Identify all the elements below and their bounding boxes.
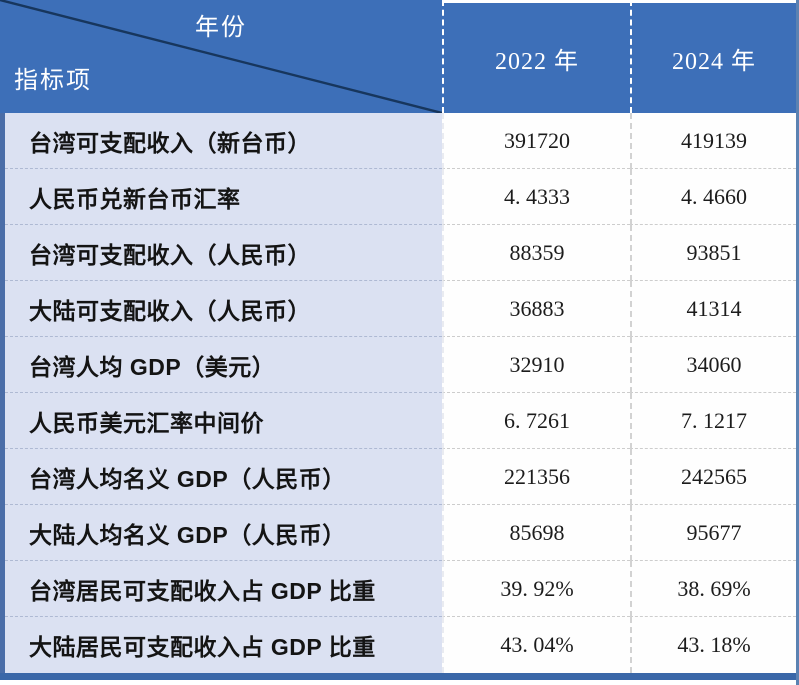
table-row: 台湾人均名义 GDP（人民币） 221356 242565 [5, 449, 796, 505]
table-row: 大陆人均名义 GDP（人民币） 85698 95677 [5, 505, 796, 561]
column-header-2022: 2022 年 [442, 0, 630, 113]
value-2022: 221356 [442, 449, 630, 505]
value-2024: 38. 69% [630, 561, 796, 617]
value-2024: 242565 [630, 449, 796, 505]
value-2022: 6. 7261 [442, 393, 630, 449]
value-2024: 43. 18% [630, 617, 796, 673]
value-2024: 93851 [630, 225, 796, 281]
table-row: 台湾可支配收入（人民币） 88359 93851 [5, 225, 796, 281]
value-2022: 32910 [442, 337, 630, 393]
table-row: 大陆居民可支配收入占 GDP 比重 43. 04% 43. 18% [5, 617, 796, 673]
row-label: 人民币兑新台币汇率 [5, 169, 442, 225]
row-label: 台湾可支配收入（人民币） [5, 225, 442, 281]
value-2024: 4. 4660 [630, 169, 796, 225]
value-2022: 4. 4333 [442, 169, 630, 225]
corner-indicator-label: 指标项 [14, 68, 92, 94]
row-label: 大陆居民可支配收入占 GDP 比重 [5, 617, 442, 673]
row-label: 人民币美元汇率中间价 [5, 393, 442, 449]
table-body: 台湾可支配收入（新台币） 391720 419139 人民币兑新台币汇率 4. … [0, 113, 796, 673]
column-header-2024: 2024 年 [630, 0, 796, 113]
value-2022: 43. 04% [442, 617, 630, 673]
bottom-border-strip [0, 673, 796, 680]
diagonal-corner-cell: 年份 指标项 [0, 0, 442, 113]
table-header-row: 年份 指标项 2022 年 2024 年 [0, 0, 796, 113]
diagonal-divider-line [0, 0, 442, 113]
row-label: 台湾人均 GDP（美元） [5, 337, 442, 393]
table-row: 台湾人均 GDP（美元） 32910 34060 [5, 337, 796, 393]
value-2022: 39. 92% [442, 561, 630, 617]
value-2022: 391720 [442, 113, 630, 169]
row-label: 大陆人均名义 GDP（人民币） [5, 505, 442, 561]
table-row: 人民币兑新台币汇率 4. 4333 4. 4660 [5, 169, 796, 225]
value-2022: 85698 [442, 505, 630, 561]
row-label: 台湾人均名义 GDP（人民币） [5, 449, 442, 505]
value-2022: 36883 [442, 281, 630, 337]
value-2024: 41314 [630, 281, 796, 337]
row-label: 台湾居民可支配收入占 GDP 比重 [5, 561, 442, 617]
table-row: 台湾居民可支配收入占 GDP 比重 39. 92% 38. 69% [5, 561, 796, 617]
value-2024: 34060 [630, 337, 796, 393]
value-2024: 419139 [630, 113, 796, 169]
corner-year-label: 年份 [195, 15, 247, 41]
table-row: 大陆可支配收入（人民币） 36883 41314 [5, 281, 796, 337]
table-row: 人民币美元汇率中间价 6. 7261 7. 1217 [5, 393, 796, 449]
value-2024: 95677 [630, 505, 796, 561]
row-label: 大陆可支配收入（人民币） [5, 281, 442, 337]
value-2022: 88359 [442, 225, 630, 281]
table-row: 台湾可支配收入（新台币） 391720 419139 [5, 113, 796, 169]
row-label: 台湾可支配收入（新台币） [5, 113, 442, 169]
value-2024: 7. 1217 [630, 393, 796, 449]
